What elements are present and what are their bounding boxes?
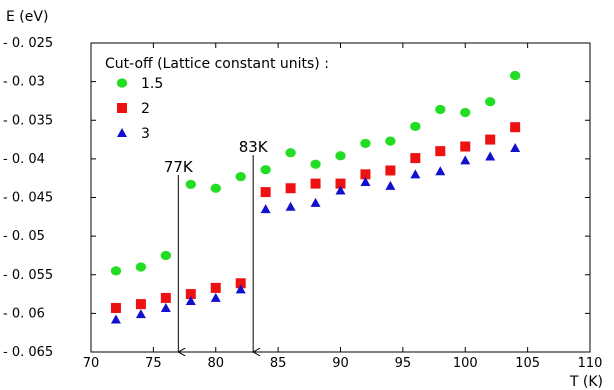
data-point-series-3 — [160, 302, 171, 312]
data-point-series-2 — [410, 153, 421, 164]
data-point-series-1.5 — [235, 172, 246, 182]
x-tick-label: 110 — [578, 356, 603, 371]
y-tick-label: - 0. 025 — [3, 36, 53, 51]
data-point-series-2 — [310, 178, 321, 189]
legend-marker-3 — [117, 128, 127, 137]
legend-title: Cut-off (Lattice constant units) : — [105, 56, 329, 72]
y-tick-label: - 0. 06 — [3, 306, 45, 321]
legend-label: 2 — [141, 101, 150, 117]
data-point-series-3 — [385, 180, 396, 190]
axis-ticks: 70 75 80 85 90 95 100 105 110 - 0. 025 - 0. 03 - 0.… — [3, 36, 602, 371]
y-tick-label: - 0. 05 — [3, 229, 45, 244]
data-point-series-3 — [310, 197, 321, 207]
data-point-series-2 — [335, 178, 346, 189]
y-tick-label: - 0. 035 — [3, 113, 53, 128]
data-point-series-1.5 — [335, 151, 346, 161]
x-axis-title: T (K) — [569, 374, 603, 390]
data-point-series-2 — [435, 146, 446, 157]
data-point-series-1.5 — [485, 97, 496, 107]
data-point-series-1.5 — [210, 183, 221, 193]
y-tick-label: - 0. 03 — [3, 75, 45, 90]
data-point-series-2 — [285, 183, 296, 194]
y-tick-label: - 0. 045 — [3, 191, 53, 206]
data-point-series-1.5 — [509, 70, 521, 81]
y-tick-label: - 0. 065 — [3, 345, 53, 360]
data-point-series-1.5 — [435, 104, 446, 115]
data-point-series-2 — [210, 282, 221, 293]
data-point-series-1.5 — [310, 159, 321, 169]
data-point-series-3 — [435, 166, 446, 176]
data-point-series-2 — [385, 165, 396, 176]
data-point-series-3 — [185, 296, 196, 306]
data-point-series-2 — [110, 302, 121, 313]
x-tick-label: 95 — [395, 356, 412, 371]
x-tick-label: 90 — [332, 356, 349, 371]
data-point-series-1.5 — [410, 121, 421, 132]
data-point-series-3 — [260, 204, 271, 214]
data-point-series-2 — [185, 289, 196, 300]
data-point-series-3 — [135, 309, 146, 319]
x-tick-label: 85 — [270, 356, 287, 371]
x-tick-label: 75 — [145, 356, 162, 371]
data-point-series-2 — [360, 169, 371, 180]
x-tick-label: 105 — [515, 356, 540, 371]
legend-marker-1.5 — [116, 78, 128, 88]
data-point-series-3 — [210, 292, 221, 302]
data-point-series-3 — [460, 155, 471, 165]
y-axis-title: E (eV) — [6, 9, 48, 25]
x-tick-label: 70 — [83, 356, 100, 371]
annotation-label: 83K — [239, 138, 269, 156]
y-tick-label: - 0. 04 — [3, 152, 45, 167]
data-point-series-1.5 — [285, 148, 296, 158]
data-point-series-2 — [160, 292, 171, 303]
data-point-series-3 — [510, 143, 521, 153]
data-point-series-2 — [260, 187, 271, 198]
data-point-series-3 — [410, 169, 421, 179]
data-point-series-3 — [235, 284, 246, 294]
legend-items: 1.5 2 3 — [116, 76, 163, 142]
data-point-series-1.5 — [160, 250, 172, 261]
data-point-series-2 — [460, 141, 471, 152]
data-point-series-3 — [110, 314, 121, 324]
data-point-series-1.5 — [260, 165, 271, 175]
x-tick-label: 80 — [207, 356, 224, 371]
data-point-series-3 — [485, 151, 496, 161]
y-tick-label: - 0. 055 — [3, 268, 53, 283]
data-point-series-2 — [135, 299, 146, 310]
legend-label: 3 — [141, 126, 150, 142]
data-point-series-1.5 — [185, 179, 196, 189]
plot-frame — [90, 42, 591, 353]
data-point-series-1.5 — [110, 266, 122, 276]
legend-label: 1.5 — [141, 76, 163, 92]
annotations: 77K 83K — [164, 138, 269, 352]
data-point-series-1.5 — [135, 262, 147, 272]
legend-marker-2 — [117, 103, 127, 113]
legend: Cut-off (Lattice constant units) : 1.5 2 3 — [105, 56, 329, 142]
data-point-series-3 — [285, 201, 296, 211]
data-point-series-3 — [360, 177, 371, 187]
data-point-series-2 — [235, 278, 246, 289]
data-point-series-1.5 — [360, 138, 371, 149]
annotation-label: 77K — [164, 158, 194, 176]
x-tick-label: 100 — [453, 356, 478, 371]
data-points — [110, 70, 521, 324]
data-point-series-3 — [335, 185, 346, 195]
data-point-series-1.5 — [460, 107, 471, 118]
data-point-series-2 — [485, 134, 496, 145]
data-point-series-1.5 — [385, 136, 396, 146]
data-point-series-2 — [510, 122, 521, 133]
